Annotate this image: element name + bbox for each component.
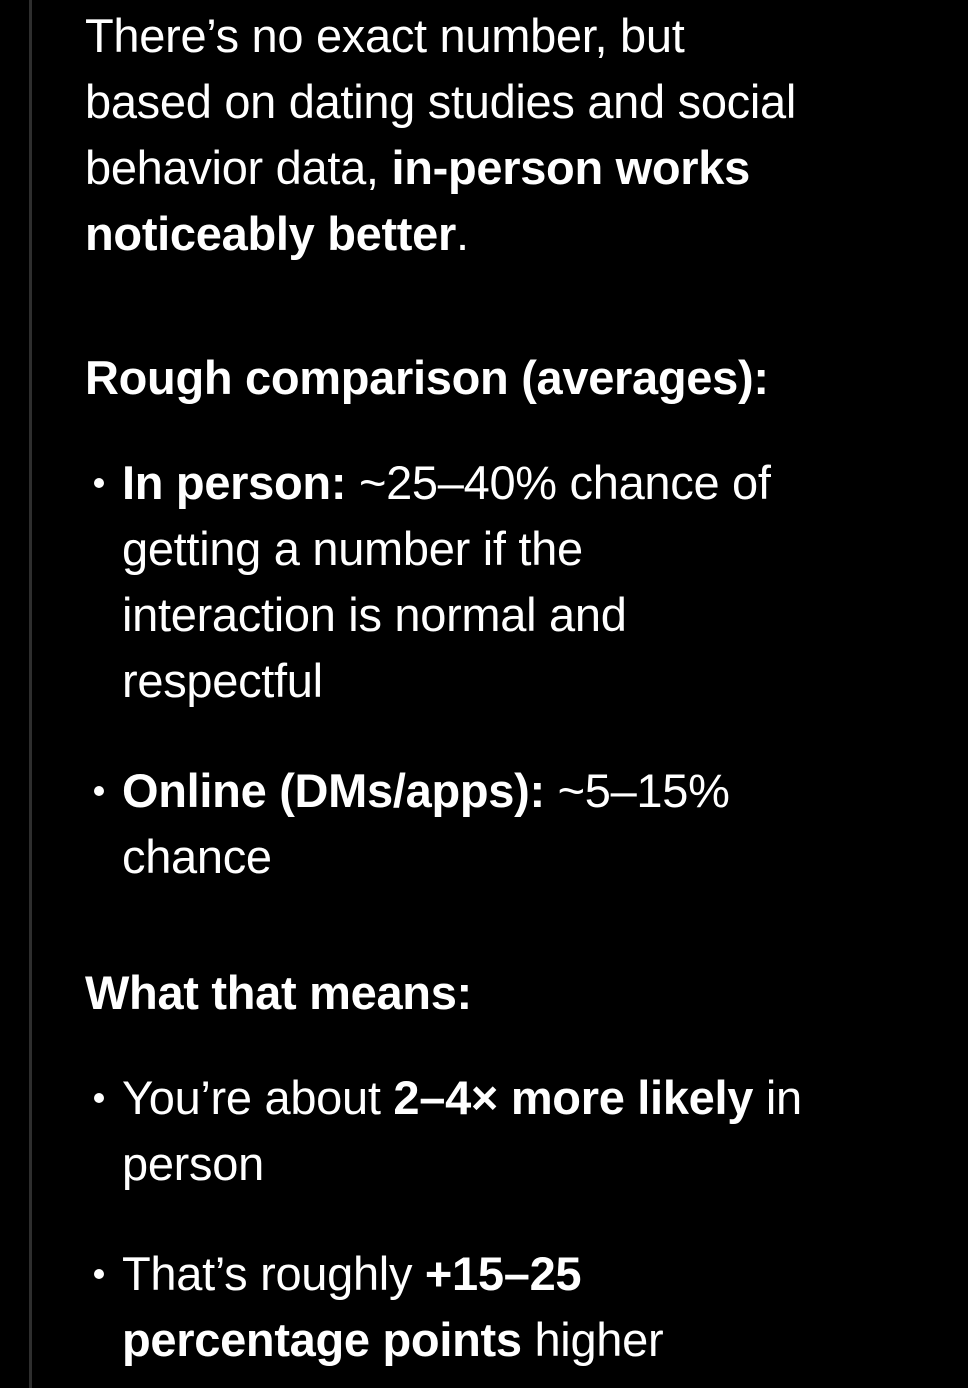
text-line: You’re about 2–4× more likely in — [122, 1065, 950, 1131]
meaning-heading: What that means: — [85, 960, 950, 1026]
text-line: There’s no exact number, but — [85, 3, 950, 69]
bold-text-segment: Online (DMs/apps): — [122, 764, 545, 817]
text-line: percentage points higher — [122, 1307, 950, 1373]
comparison-heading: Rough comparison (averages): — [85, 345, 950, 411]
bullet-item-percentage-points: That’s roughly +15–25 percentage points … — [85, 1241, 950, 1373]
text-line: behavior data, in-person works — [85, 135, 950, 201]
bold-text-segment: in-person works — [391, 141, 750, 194]
text-segment: You’re about — [122, 1071, 394, 1124]
bullet-dot — [94, 1093, 104, 1103]
bold-text-segment: percentage points — [122, 1313, 522, 1366]
text-line: noticeably better. — [85, 201, 950, 267]
text-line: based on dating studies and social — [85, 69, 950, 135]
text-segment: chance — [122, 830, 272, 883]
heading-text: Rough comparison (averages): — [85, 351, 769, 404]
bullet-dot — [94, 1269, 104, 1279]
text-segment: respectful — [122, 654, 323, 707]
text-segment: based on dating studies and social — [85, 75, 796, 128]
bold-text-segment: 2–4× more likely — [393, 1071, 754, 1124]
text-line: person — [122, 1131, 950, 1197]
bullet-dot — [94, 786, 104, 796]
text-line: That’s roughly +15–25 — [122, 1241, 950, 1307]
text-segment: in — [753, 1071, 802, 1124]
text-segment: person — [122, 1137, 264, 1190]
text-line: In person: ~25–40% chance of — [122, 450, 950, 516]
text-line: getting a number if the — [122, 516, 950, 582]
screen-edge-divider — [29, 0, 32, 1388]
intro-paragraph: There’s no exact number, but based on da… — [85, 3, 950, 267]
heading-text: What that means: — [85, 966, 472, 1019]
text-line: Online (DMs/apps): ~5–15% — [122, 758, 950, 824]
text-segment: That’s roughly — [122, 1247, 425, 1300]
bullet-item-multiplier: You’re about 2–4× more likely in person — [85, 1065, 950, 1197]
bold-text-segment: In person: — [122, 456, 347, 509]
text-segment: There’s no exact number, but — [85, 9, 685, 62]
text-segment: ~25–40% chance of — [346, 456, 771, 509]
bold-text-segment: noticeably better — [85, 207, 456, 260]
text-segment: . — [456, 207, 469, 260]
text-line: respectful — [122, 648, 950, 714]
meaning-bullet-list: You’re about 2–4× more likely in person … — [85, 1065, 950, 1373]
bullet-item-online: Online (DMs/apps): ~5–15% chance — [85, 758, 950, 890]
assistant-message: There’s no exact number, but based on da… — [85, 3, 950, 1373]
bullet-dot — [94, 478, 104, 488]
text-line: chance — [122, 824, 950, 890]
text-segment: higher — [521, 1313, 664, 1366]
text-segment: getting a number if the — [122, 522, 583, 575]
bold-text-segment: +15–25 — [424, 1247, 582, 1300]
comparison-bullet-list: In person: ~25–40% chance of getting a n… — [85, 450, 950, 890]
text-line: Rough comparison (averages): — [85, 345, 950, 411]
text-segment: interaction is normal and — [122, 588, 627, 641]
text-line: What that means: — [85, 960, 950, 1026]
text-segment: behavior data, — [85, 141, 392, 194]
text-line: interaction is normal and — [122, 582, 950, 648]
bullet-item-in-person: In person: ~25–40% chance of getting a n… — [85, 450, 950, 714]
text-segment: ~5–15% — [544, 764, 730, 817]
